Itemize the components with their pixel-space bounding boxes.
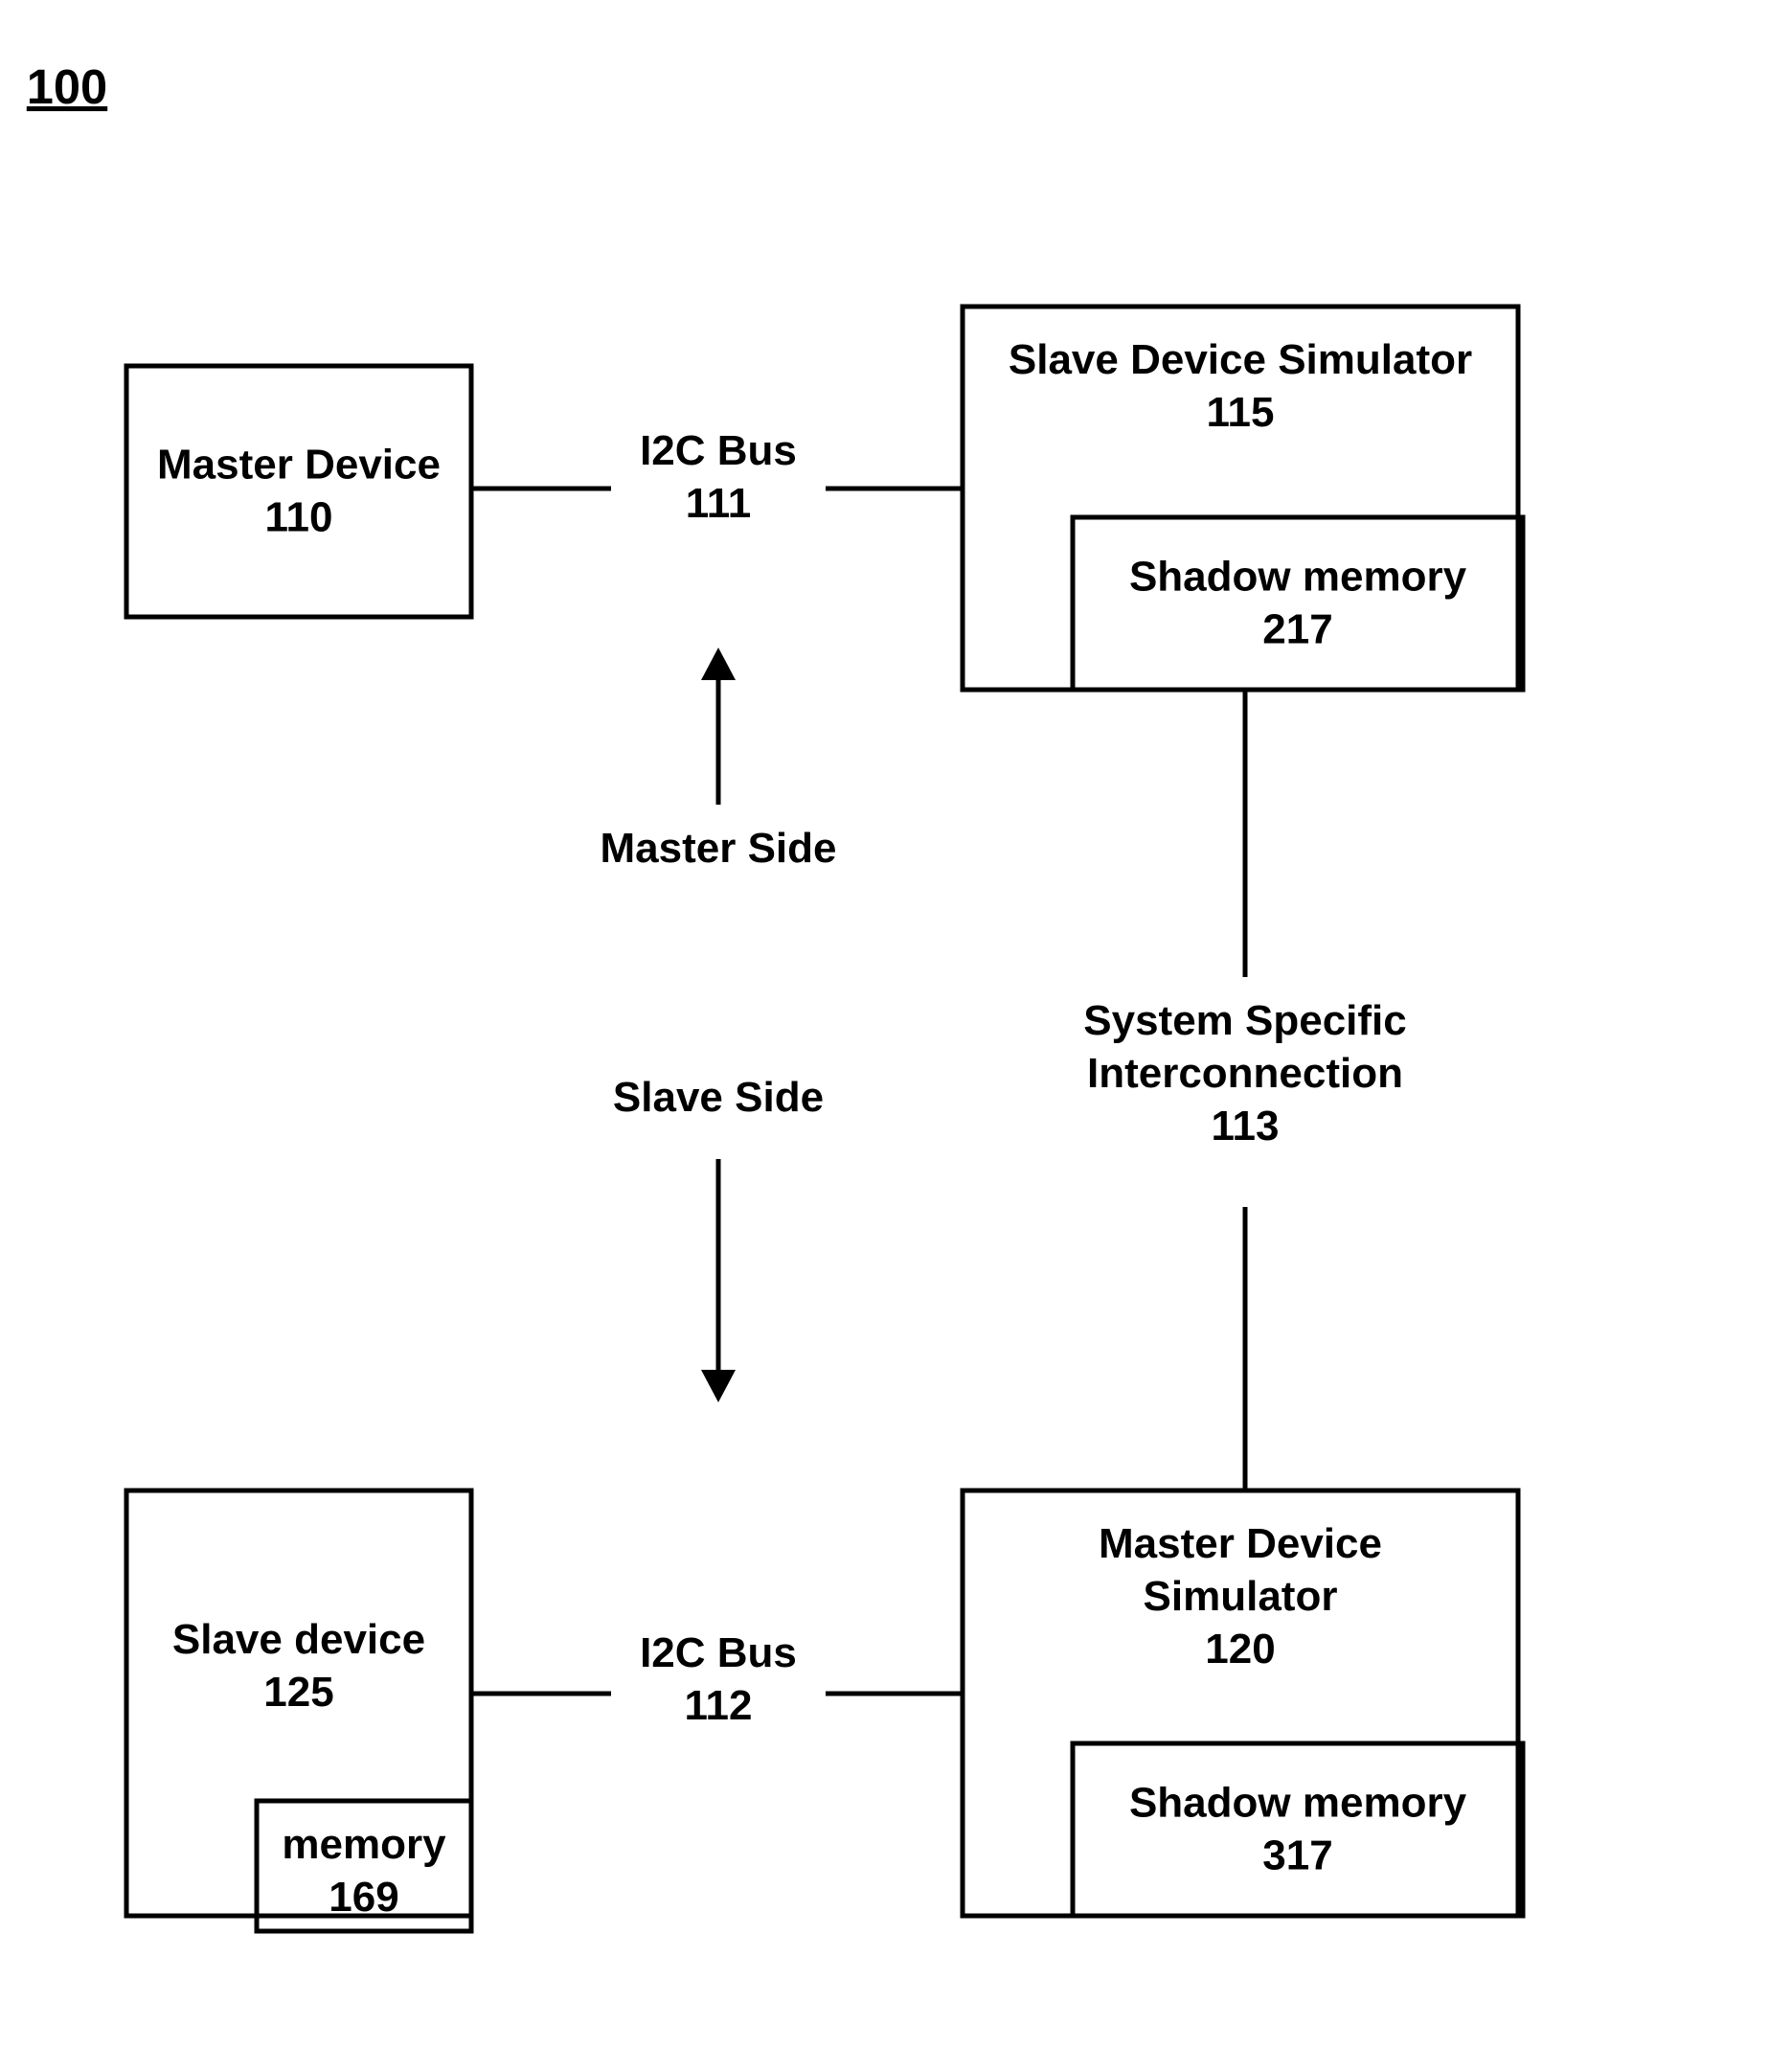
master-device-box (126, 366, 471, 617)
system-interconnect-label-line-0: System Specific (1083, 997, 1407, 1044)
slave-device-memory-label-line-0: memory (282, 1821, 446, 1868)
slave-sim-shadow-memory-label: Shadow memory 217 (1129, 553, 1467, 652)
slave-side-arrow (701, 1159, 736, 1402)
master-side-label: Master Side (601, 825, 837, 872)
master-device-simulator-label: Master Device Simulator 120 (1099, 1520, 1382, 1673)
system-interconnect-label: System Specific Interconnection 113 (1083, 997, 1407, 1149)
master-device-label-line-0: Master Device (157, 441, 441, 488)
master-sim-shadow-memory-box (1073, 1743, 1523, 1916)
slave-device-label-line-1: 125 (263, 1669, 333, 1716)
slave-device-simulator-label-line-0: Slave Device Simulator (1009, 336, 1472, 383)
i2c-bus-bottom-label-line-0: I2C Bus (640, 1629, 797, 1676)
slave-device-simulator-label: Slave Device Simulator 115 (1009, 336, 1472, 436)
i2c-bus-top-label-line-0: I2C Bus (640, 427, 797, 474)
slave-device-memory-label-line-1: 169 (329, 1874, 398, 1921)
slave-side-label: Slave Side (613, 1074, 824, 1121)
i2c-bus-top-label: I2C Bus 111 (640, 427, 797, 527)
system-interconnect-label-line-2: 113 (1212, 1103, 1280, 1149)
i2c-bus-bottom-label: I2C Bus 112 (640, 1629, 797, 1729)
slave-device-label: Slave device 125 (172, 1616, 425, 1716)
figure-id-label: 100 (27, 59, 107, 114)
master-side-arrow (701, 648, 736, 805)
slave-device-label-line-0: Slave device (172, 1616, 425, 1663)
slave-device-simulator-label-line-1: 115 (1207, 389, 1275, 436)
master-device-simulator-label-line-1: Simulator (1144, 1573, 1338, 1620)
slave-sim-shadow-memory-label-line-0: Shadow memory (1129, 553, 1467, 600)
master-device-label: Master Device 110 (157, 441, 441, 540)
master-sim-shadow-memory-label-line-1: 317 (1262, 1832, 1332, 1878)
master-device-simulator-label-line-0: Master Device (1099, 1520, 1382, 1567)
slave-sim-shadow-memory-label-line-1: 217 (1262, 605, 1332, 652)
slave-device-memory-label: memory 169 (282, 1821, 446, 1921)
master-device-label-line-1: 110 (265, 493, 333, 540)
master-sim-shadow-memory-label-line-0: Shadow memory (1129, 1779, 1467, 1826)
slave-sim-shadow-memory-box (1073, 517, 1523, 690)
system-interconnect-label-line-1: Interconnection (1087, 1050, 1403, 1097)
master-device-simulator-label-line-2: 120 (1205, 1626, 1275, 1673)
master-sim-shadow-memory-label: Shadow memory 317 (1129, 1779, 1467, 1878)
i2c-bus-bottom-label-line-1: 112 (685, 1682, 753, 1729)
i2c-bus-top-label-line-1: 111 (686, 480, 752, 527)
